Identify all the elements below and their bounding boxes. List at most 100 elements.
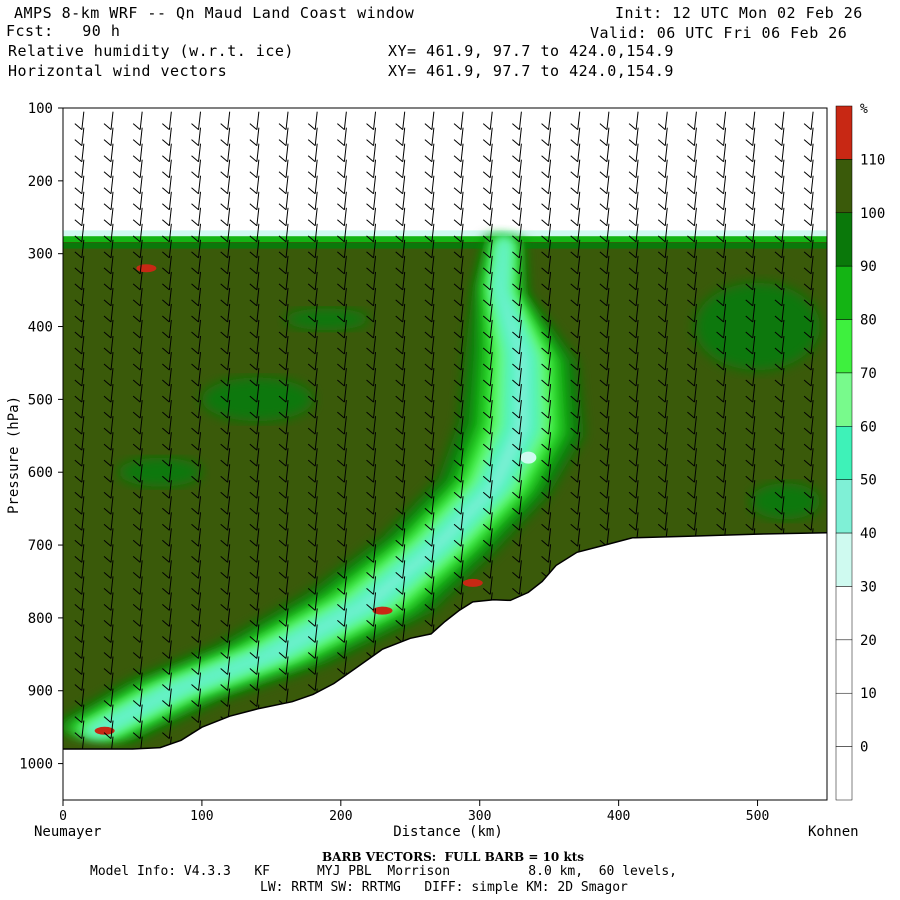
- wind-barb: [635, 271, 639, 290]
- wind-barb-feather: [191, 491, 199, 499]
- wind-barb-feather: [570, 363, 579, 371]
- wind-barb: [256, 448, 260, 467]
- wind-barb: [168, 624, 172, 643]
- wind-barb: [198, 191, 202, 210]
- wind-barb: [431, 127, 435, 146]
- wind-barb: [227, 191, 231, 210]
- wind-barb-feather: [687, 395, 695, 403]
- wind-barb: [723, 143, 727, 162]
- wind-barb-feather: [366, 123, 374, 131]
- wind-barb: [81, 159, 85, 178]
- wind-barb-feather: [482, 459, 491, 467]
- wind-barb-feather: [774, 427, 783, 435]
- y-tick-label: 100: [28, 101, 53, 117]
- wind-barb-feather: [803, 171, 812, 179]
- wind-barb-feather: [220, 395, 229, 403]
- wind-barb: [431, 480, 435, 499]
- wind-barb-feather: [541, 203, 549, 211]
- wind-barb: [606, 255, 610, 274]
- wind-barb-feather: [424, 251, 433, 259]
- wind-barb: [693, 303, 697, 323]
- wind-barb-feather: [278, 203, 287, 211]
- wind-barb-feather: [220, 347, 229, 355]
- wind-barb: [402, 592, 406, 611]
- wind-barb: [460, 239, 464, 258]
- wind-barb-feather: [220, 684, 229, 691]
- wind-barb-feather: [628, 139, 637, 147]
- wind-barb: [168, 159, 172, 178]
- wind-barb: [314, 560, 318, 579]
- wind-barb-feather: [74, 491, 83, 499]
- rh-contour-40: [84, 238, 531, 736]
- wind-barb: [752, 127, 756, 146]
- wind-barb: [810, 367, 814, 387]
- wind-barb: [198, 448, 202, 467]
- terrain-fill: [63, 532, 827, 800]
- wind-barb: [227, 175, 231, 194]
- wind-barb: [810, 496, 814, 515]
- wind-barb: [723, 367, 727, 387]
- wind-barb: [373, 592, 377, 611]
- wind-barb-feather: [307, 251, 316, 259]
- wind-barb-feather: [657, 235, 666, 243]
- wind-barb: [373, 624, 377, 643]
- wind-barb-feather: [278, 283, 287, 291]
- wind-barb-feather: [249, 299, 258, 307]
- wind-barb-feather: [162, 732, 170, 739]
- wind-barb-feather: [307, 491, 316, 499]
- wind-barb-feather: [249, 203, 258, 211]
- wind-barb-feather: [191, 620, 199, 627]
- wind-barb: [431, 528, 435, 547]
- wind-barb: [168, 335, 172, 355]
- map-title: AMPS 8-km WRF -- Qn Maud Land Coast wind…: [14, 4, 415, 22]
- wind-barb-feather: [278, 315, 287, 323]
- wind-barb: [227, 672, 231, 691]
- wind-barb-feather: [249, 604, 258, 611]
- wind-barb-feather: [191, 123, 199, 131]
- wind-barb: [81, 480, 85, 499]
- wind-barb-feather: [162, 235, 170, 243]
- wind-barb: [664, 303, 668, 323]
- wind-barb-feather: [570, 283, 579, 291]
- wind-barb: [489, 207, 493, 226]
- wind-barb-feather: [278, 267, 287, 275]
- wind-barb-feather: [512, 123, 520, 131]
- wind-barb-feather: [191, 267, 199, 275]
- wind-barb-feather: [424, 555, 433, 563]
- wind-barb: [402, 544, 406, 563]
- wind-barb-feather: [366, 139, 374, 147]
- wind-barb-feather: [278, 219, 287, 227]
- wind-barb-feather: [103, 315, 112, 323]
- wind-barb-feather: [74, 411, 83, 419]
- wind-barb-feather: [745, 443, 754, 451]
- wind-barb-feather: [278, 331, 287, 339]
- wind-barb: [810, 351, 814, 371]
- wind-barb-feather: [132, 587, 141, 595]
- wind-barb-feather: [74, 539, 83, 547]
- wind-barb-feather: [687, 427, 695, 435]
- colorbar-label: 80: [860, 313, 877, 329]
- wind-barb-feather: [220, 283, 229, 291]
- wind-barb: [752, 303, 756, 323]
- wind-barb: [518, 191, 522, 210]
- wind-barb-feather: [628, 251, 637, 259]
- wind-barb-feather: [162, 571, 170, 579]
- wind-barb-feather: [716, 251, 724, 259]
- wind-barb: [110, 367, 114, 387]
- wind-barb: [577, 303, 581, 323]
- wind-barb-feather: [774, 491, 783, 499]
- wind-barb-feather: [132, 267, 141, 275]
- wind-barb: [198, 287, 202, 306]
- wind-barb-feather: [745, 203, 754, 211]
- wind-barb-feather: [278, 187, 287, 195]
- wind-barb: [256, 400, 260, 419]
- wind-barb-feather: [657, 219, 666, 227]
- wind-barb: [431, 384, 435, 403]
- wind-barb-feather: [307, 620, 316, 627]
- wind-barb-feather: [278, 395, 287, 403]
- wind-barb-feather: [278, 636, 287, 643]
- wind-barb-feather: [424, 203, 433, 211]
- wind-barb-feather: [307, 475, 316, 483]
- wind-barb-feather: [599, 235, 608, 243]
- wind-barb-feather: [628, 507, 637, 515]
